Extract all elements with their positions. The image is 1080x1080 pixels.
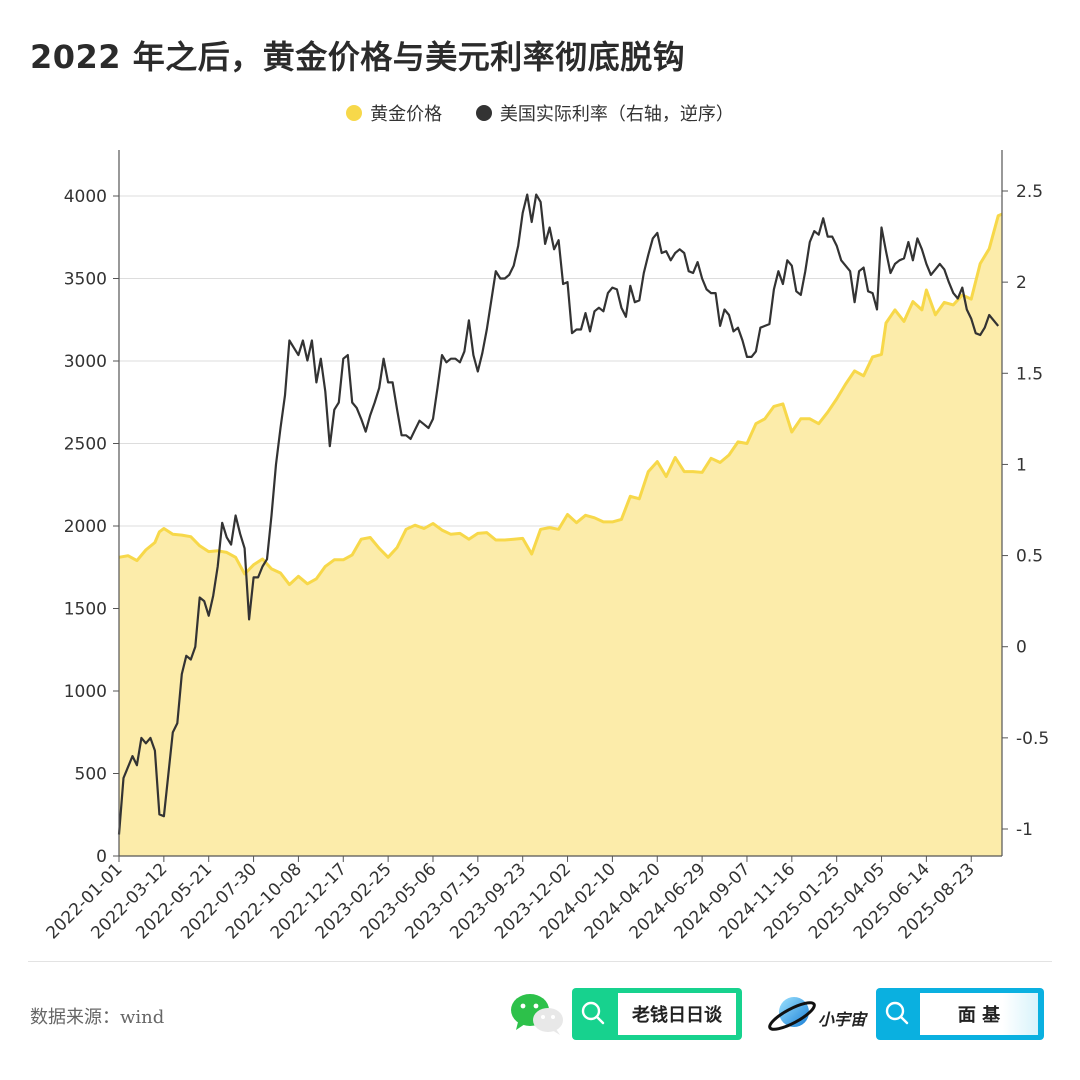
search-icon (885, 1001, 909, 1025)
left-tick-label: 500 (75, 765, 107, 785)
left-tick-label: 1000 (64, 682, 107, 702)
brand-label-mianji: 面 基 (920, 993, 1038, 1035)
legend-label-gold: 黄金价格 (370, 104, 443, 125)
left-tick-label: 1500 (64, 600, 107, 620)
left-tick-label: 2500 (64, 435, 107, 455)
right-tick-label: -1 (1016, 820, 1033, 840)
legend-item-gold[interactable]: 黄金价格 (346, 100, 442, 126)
right-tick-label: 1.5 (1016, 364, 1043, 384)
right-tick-label: 1 (1016, 455, 1027, 475)
right-tick-label: -0.5 (1016, 729, 1049, 749)
chart-area: 0 500 1000 1500 2000 2500 3000 3500 4000 -1 -0.5 0 0… (43, 150, 1049, 943)
brand-badge-laoqian[interactable]: 老钱日日谈 (572, 988, 742, 1040)
left-tick-label: 3000 (64, 352, 107, 372)
left-tick-label: 2000 (64, 517, 107, 537)
left-tick-label: 0 (96, 847, 107, 867)
right-tick-label: 2 (1016, 273, 1027, 293)
left-tick-label: 3500 (64, 270, 107, 290)
gold-price-line (118, 212, 1003, 587)
footer-divider (28, 961, 1052, 962)
chart-title: 2022 年之后，黄金价格与美元利率彻底脱钩 (30, 38, 686, 76)
wechat-icon (511, 994, 563, 1035)
brand-label-laoqian: 老钱日日谈 (618, 993, 736, 1035)
data-source: 数据来源：wind (30, 1007, 165, 1028)
brand-badge-mianji[interactable]: 面 基 (876, 988, 1044, 1040)
gold-price-area (119, 214, 1002, 857)
brand-label-xiaoyuzhou: 小宇宙 (818, 1010, 867, 1029)
legend-swatch-gold (346, 105, 363, 121)
legend: 黄金价格 美国实际利率（右轴，逆序） (0, 100, 1080, 126)
right-tick-label: 0 (1016, 638, 1027, 658)
right-tick-label: 2.5 (1016, 182, 1043, 202)
legend-label-real-rate: 美国实际利率（右轴，逆序） (499, 104, 734, 125)
legend-item-real-rate[interactable]: 美国实际利率（右轴，逆序） (475, 100, 734, 126)
legend-swatch-real-rate (475, 105, 492, 121)
left-tick-label: 4000 (64, 187, 107, 207)
search-icon (581, 1001, 605, 1025)
real-rate-line (117, 193, 1000, 835)
planet-icon (768, 997, 816, 1031)
right-tick-label: 0.5 (1016, 547, 1043, 567)
